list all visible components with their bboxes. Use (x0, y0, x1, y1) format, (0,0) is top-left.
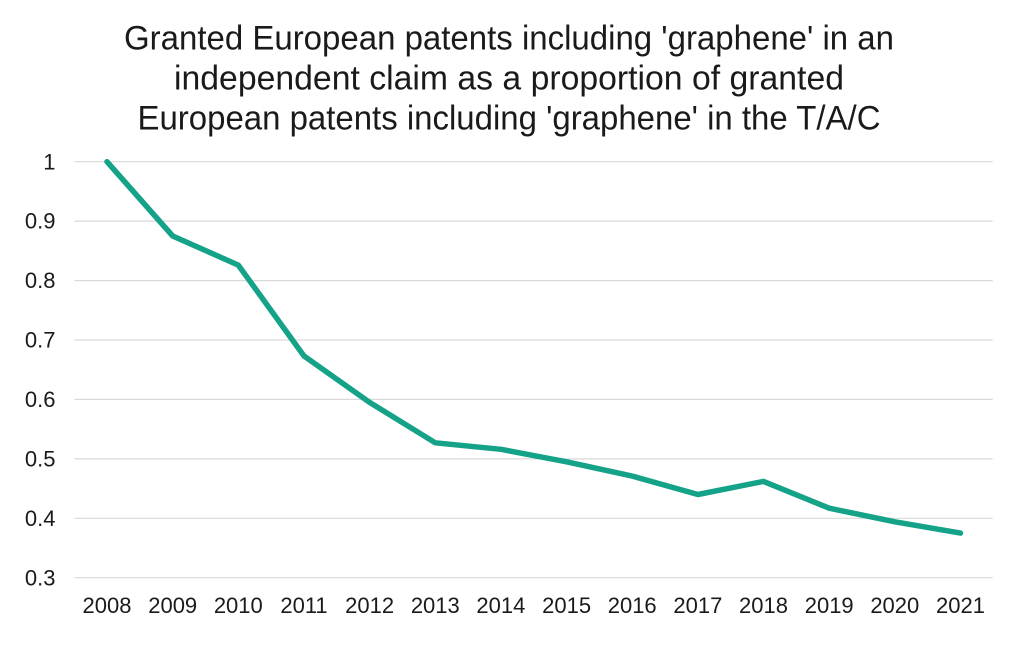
svg-text:0.5: 0.5 (25, 447, 56, 472)
svg-text:2008: 2008 (83, 593, 132, 618)
svg-text:2016: 2016 (608, 593, 657, 618)
svg-text:0.7: 0.7 (25, 328, 56, 353)
svg-text:2009: 2009 (148, 593, 197, 618)
svg-text:2014: 2014 (476, 593, 525, 618)
svg-text:0.4: 0.4 (25, 506, 56, 531)
svg-text:Granted European patents inclu: Granted European patents including 'grap… (124, 19, 894, 57)
svg-text:2021: 2021 (936, 593, 985, 618)
svg-text:2015: 2015 (542, 593, 591, 618)
svg-text:0.8: 0.8 (25, 268, 56, 293)
svg-text:0.3: 0.3 (25, 565, 56, 590)
svg-text:2018: 2018 (739, 593, 788, 618)
svg-text:independent claim as a proport: independent claim as a proportion of gra… (174, 60, 844, 98)
svg-text:2019: 2019 (805, 593, 854, 618)
svg-text:2013: 2013 (411, 593, 460, 618)
svg-text:2020: 2020 (870, 593, 919, 618)
svg-text:European patents including 'gr: European patents including 'graphene' in… (138, 100, 881, 138)
svg-text:1: 1 (43, 149, 55, 174)
svg-text:2012: 2012 (345, 593, 394, 618)
svg-text:0.6: 0.6 (25, 387, 56, 412)
svg-text:0.9: 0.9 (25, 209, 56, 234)
svg-text:2011: 2011 (280, 593, 327, 618)
svg-text:2010: 2010 (214, 593, 263, 618)
svg-text:2017: 2017 (673, 593, 722, 618)
